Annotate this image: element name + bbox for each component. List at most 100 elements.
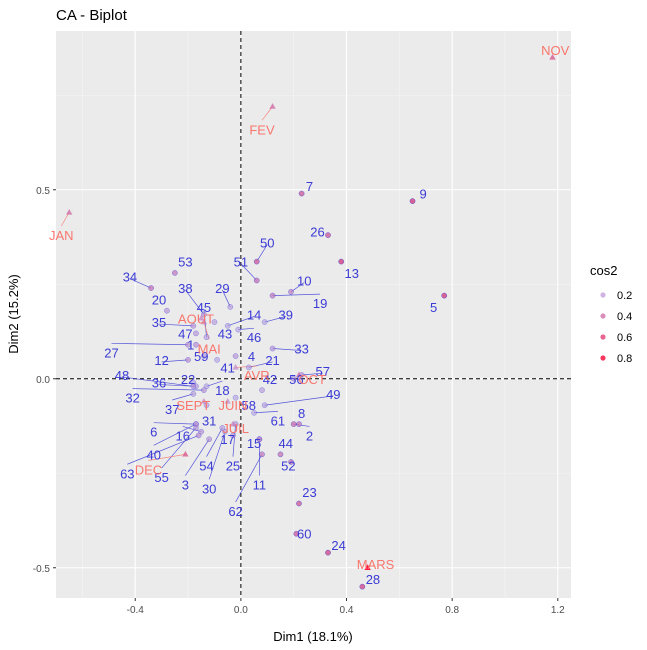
connector-29	[222, 289, 231, 308]
row-point-42	[259, 387, 265, 393]
column-point-avr	[232, 363, 239, 370]
row-label-11: 11	[253, 478, 267, 493]
row-point-47	[193, 330, 199, 337]
row-point-27	[185, 341, 191, 348]
row-point-10	[288, 289, 294, 295]
connector-40	[153, 423, 197, 446]
row-point-8	[296, 421, 302, 427]
connector-34	[129, 278, 152, 289]
row-point-39	[261, 319, 268, 325]
row-point-46	[235, 326, 242, 333]
column-point-fev	[269, 103, 276, 109]
column-point-oct	[295, 371, 303, 378]
row-point-50	[253, 258, 260, 265]
connector-3	[185, 439, 210, 476]
row-point-26	[325, 232, 331, 238]
connector-61	[254, 410, 278, 414]
row-point-33	[269, 345, 276, 352]
row-point-38	[201, 311, 207, 318]
connector-27	[111, 342, 189, 346]
row-points	[148, 190, 448, 590]
connector-38	[185, 289, 205, 315]
connector-19	[272, 293, 321, 296]
legend-title: cos2	[590, 263, 617, 278]
row-label-32: 32	[125, 391, 139, 406]
row-label-4: 4	[248, 349, 255, 364]
row-label-57: 57	[316, 364, 330, 379]
y-tick-label: 0.0	[36, 375, 50, 386]
row-point-35	[190, 323, 197, 329]
connector-62	[235, 454, 263, 503]
row-point-21	[245, 364, 252, 371]
row-label-49: 49	[326, 387, 340, 402]
column-points	[66, 53, 556, 570]
row-label-20: 20	[152, 292, 166, 307]
plot-panel	[56, 31, 571, 598]
row-point-5	[441, 292, 448, 299]
column-label-nov: NOV	[541, 43, 570, 58]
row-point-51	[253, 277, 260, 284]
connector-49	[264, 395, 334, 406]
connector-6	[153, 422, 196, 425]
column-point-dec	[182, 450, 189, 457]
row-point-23	[296, 500, 302, 507]
row-label-61: 61	[271, 413, 285, 428]
column-label-mars: MARS	[357, 557, 395, 572]
legend-entry: 0.2	[617, 290, 632, 302]
row-label-18: 18	[215, 383, 229, 398]
row-label-53: 53	[178, 255, 192, 270]
label-connectors	[60, 106, 334, 503]
x-axis-title: Dim1 (18.1%)	[273, 629, 352, 644]
row-label-48: 48	[115, 368, 129, 383]
column-label-dec: DEC	[135, 462, 162, 477]
row-point-17	[230, 432, 236, 439]
row-point-28	[359, 583, 366, 590]
connector-51	[240, 263, 257, 281]
row-point-62	[259, 451, 265, 458]
legend-key	[600, 355, 606, 361]
column-label-sept: SEPT	[176, 398, 210, 413]
row-point-30	[222, 428, 228, 435]
row-label-13: 13	[345, 266, 359, 281]
row-point-14	[224, 323, 231, 329]
row-label-8: 8	[298, 406, 305, 421]
connector-37	[172, 393, 194, 401]
row-point-32	[201, 387, 207, 393]
row-label-29: 29	[215, 281, 229, 296]
connector-35	[158, 323, 194, 327]
row-label-38: 38	[178, 281, 192, 296]
row-label-1: 1	[187, 338, 194, 353]
row-point-45	[203, 334, 210, 340]
row-label-51: 51	[234, 255, 248, 270]
column-label-juin: JUIN	[219, 398, 248, 413]
row-point-4	[232, 353, 239, 359]
connector-jan	[60, 212, 70, 227]
connector-32	[132, 388, 204, 391]
row-point-9	[409, 198, 416, 204]
row-point-60	[293, 530, 300, 537]
row-point-7	[298, 190, 305, 197]
row-point-16	[198, 428, 205, 435]
row-label-52: 52	[281, 459, 295, 474]
row-label-24: 24	[331, 538, 345, 553]
row-point-43	[211, 319, 218, 325]
row-label-16: 16	[176, 428, 190, 443]
row-point-2	[290, 421, 297, 427]
column-point-sept	[200, 397, 208, 404]
row-label-7: 7	[306, 179, 313, 194]
row-label-55: 55	[154, 470, 168, 485]
row-label-30: 30	[202, 481, 216, 496]
row-label-37: 37	[165, 402, 179, 417]
x-axis-ticks: -0.4 0.0 0.4 0.8 1.2	[127, 598, 565, 616]
row-label-50: 50	[260, 236, 274, 251]
row-label-40: 40	[146, 447, 160, 462]
connector-14	[227, 316, 255, 327]
row-point-49	[261, 402, 268, 409]
row-label-31: 31	[202, 413, 216, 428]
row-point-12	[185, 357, 191, 363]
connector-39	[264, 316, 286, 323]
connector-63	[127, 435, 199, 465]
y-tick-label: -0.5	[33, 564, 51, 575]
column-labels: NOV FEV JAN AOUT MAI AVR OCT SEPT JUIN JUIL DEC MAR…	[49, 43, 570, 572]
connector-48	[121, 376, 194, 387]
